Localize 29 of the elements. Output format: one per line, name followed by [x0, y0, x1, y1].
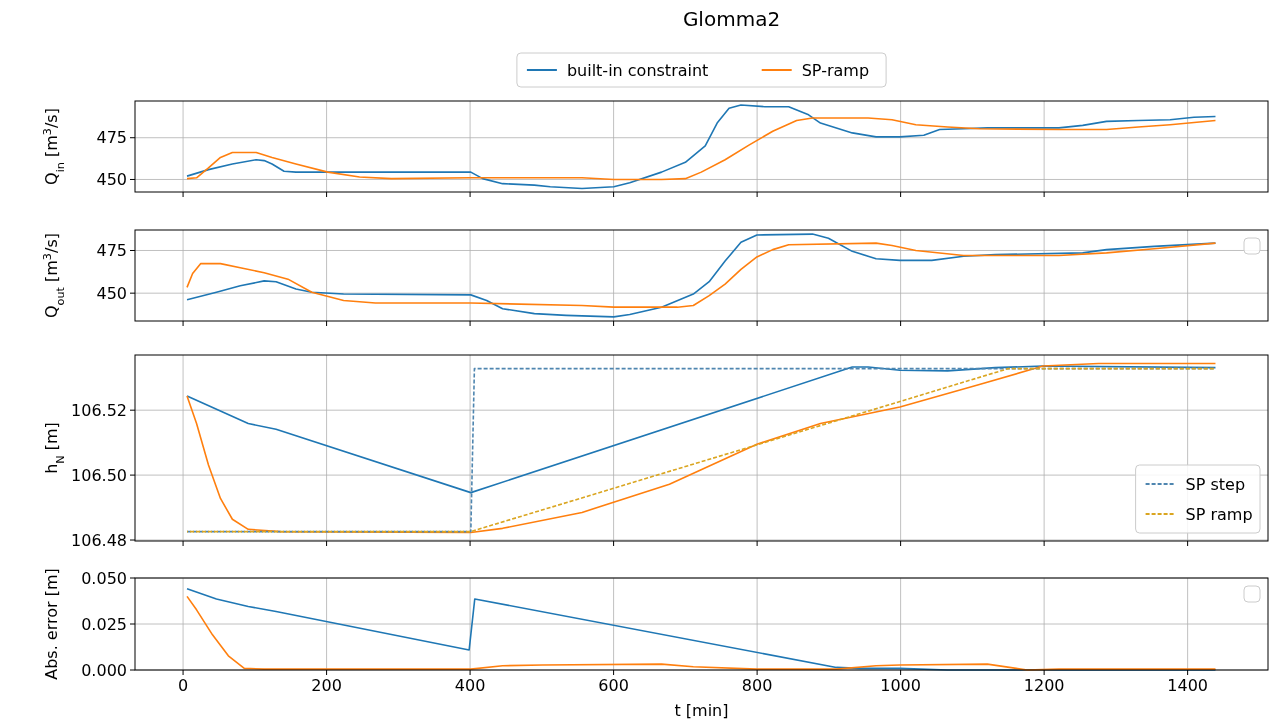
- x-tick-label: 0: [177, 676, 189, 695]
- legend-label: SP ramp: [1185, 504, 1253, 524]
- x-tick-label: 200: [311, 676, 342, 695]
- x-tick-label: 1400: [1167, 676, 1208, 695]
- legend-label: SP step: [1185, 474, 1246, 494]
- y-tick-label: 0.050: [81, 568, 127, 588]
- line-series: [186, 233, 1217, 318]
- legend-label: built-in constraint: [566, 60, 709, 80]
- line-series: [186, 104, 1217, 190]
- y-tick-label: 0.025: [81, 614, 127, 634]
- y-tick-label: 475: [96, 241, 127, 261]
- y-axis-title: Abs. error [m]: [42, 568, 61, 680]
- y-tick-label: 450: [96, 170, 127, 190]
- legend-label: SP-ramp: [801, 60, 870, 80]
- y-tick-label: 475: [96, 128, 127, 148]
- x-tick-label: 600: [598, 676, 629, 695]
- y-tick-label: 106.50: [71, 465, 127, 485]
- line-series: [186, 117, 1217, 181]
- line-series: [186, 242, 1217, 308]
- y-tick-label: 0.000: [81, 660, 127, 680]
- y-tick-label: 106.52: [71, 400, 127, 420]
- x-tick-label: 1200: [1023, 676, 1065, 695]
- chart-title: Glomma2: [682, 7, 781, 31]
- y-tick-label: 106.48: [71, 530, 127, 550]
- x-axis-title: t [min]: [674, 701, 729, 720]
- y-tick-label: 450: [96, 283, 127, 303]
- x-tick-label: 800: [741, 676, 773, 695]
- x-tick-label: 1000: [880, 676, 921, 695]
- x-tick-label: 400: [454, 676, 486, 695]
